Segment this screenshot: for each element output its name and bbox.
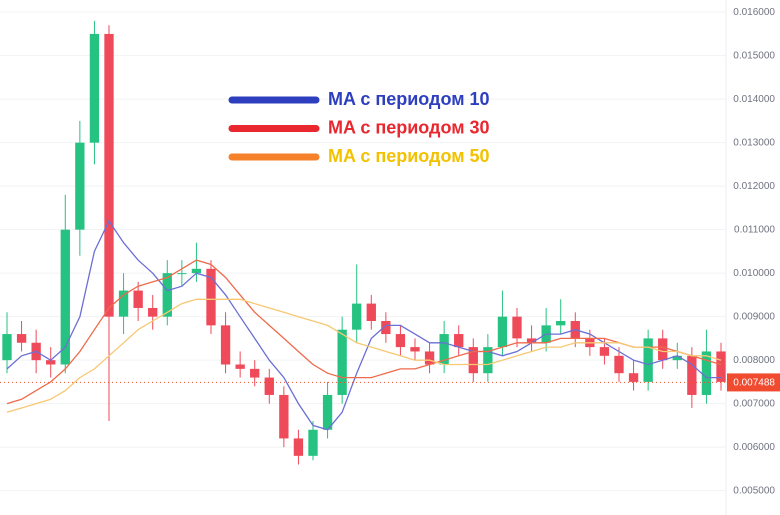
candle-body <box>526 338 537 343</box>
candle-body <box>556 321 566 326</box>
candle-body <box>16 334 27 343</box>
candle-body <box>439 334 449 365</box>
candle-body <box>614 355 624 374</box>
candle-body <box>206 268 216 326</box>
candle-body <box>672 355 682 361</box>
candle-body <box>410 347 420 352</box>
candle-body <box>89 33 100 143</box>
last-price-label: 0.007488 <box>733 378 775 389</box>
ma-line <box>6 298 722 413</box>
y-tick-label: 0.009000 <box>733 311 775 322</box>
candle-body <box>191 268 202 274</box>
candle-body <box>381 321 391 335</box>
y-tick-label: 0.010000 <box>733 268 775 279</box>
y-tick-label: 0.016000 <box>733 7 775 18</box>
candle-body <box>118 290 129 317</box>
candle-body <box>424 351 435 365</box>
candle-body <box>293 438 304 456</box>
candle-body <box>2 334 12 361</box>
candle-body <box>162 273 172 317</box>
candle-body <box>468 347 478 374</box>
candle-body <box>308 429 318 456</box>
candle-body <box>497 316 508 348</box>
candles <box>2 20 726 465</box>
candle-body <box>643 338 653 382</box>
y-tick-label: 0.008000 <box>733 355 775 366</box>
y-tick-label: 0.006000 <box>733 442 775 453</box>
y-tick-label: 0.011000 <box>734 224 775 235</box>
candle-body <box>235 364 245 369</box>
y-tick-label: 0.015000 <box>733 50 775 61</box>
candle-body <box>454 334 464 348</box>
candle-body <box>177 273 187 275</box>
y-tick-label: 0.014000 <box>733 94 775 105</box>
candle-body <box>658 338 668 361</box>
legend-label: MA с периодом 50 <box>328 146 490 166</box>
legend-label: MA с периодом 30 <box>328 117 490 137</box>
ma-line <box>6 259 722 405</box>
candle-body <box>599 347 610 356</box>
candle-body <box>322 394 333 430</box>
candle-body <box>60 229 70 365</box>
ma-line <box>6 219 721 431</box>
y-tick-label: 0.007000 <box>733 398 775 409</box>
candle-body <box>104 33 114 317</box>
candle-body <box>133 290 143 308</box>
candle-body <box>701 351 712 395</box>
candle-body <box>628 373 639 382</box>
candle-body <box>483 347 493 374</box>
candle-body <box>366 303 376 322</box>
last-price-box <box>727 373 780 392</box>
y-tick-label: 0.012000 <box>733 181 775 192</box>
legend-label: MA с периодом 10 <box>328 89 490 109</box>
y-tick-label: 0.005000 <box>733 485 775 496</box>
candle-body <box>512 316 522 339</box>
candle-body <box>395 334 406 348</box>
y-tick-label: 0.013000 <box>733 137 775 148</box>
candle-body <box>337 329 347 395</box>
candle-body <box>716 351 726 382</box>
candle-body <box>352 303 362 330</box>
candle-body <box>148 307 158 317</box>
candle-body <box>687 355 697 395</box>
candle-body <box>279 394 289 439</box>
candle-body <box>220 325 231 365</box>
candle-body <box>264 377 274 395</box>
candle-body <box>46 360 56 365</box>
candle-body <box>75 142 85 230</box>
candle-body <box>250 368 260 378</box>
